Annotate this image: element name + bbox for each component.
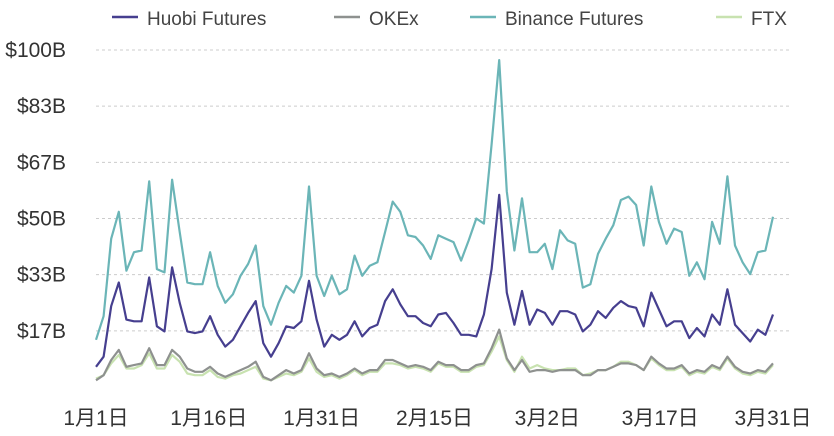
legend-item: FTX (716, 9, 787, 30)
y-tick-label: $83B (17, 95, 66, 118)
y-axis: $17B $33B $50B $67B $83B $100B (5, 39, 66, 343)
legend-label: FTX (751, 9, 787, 30)
x-tick-label: 1月31日 (283, 407, 360, 430)
x-tick-label: 2月15日 (396, 407, 473, 430)
legend-label: OKEx (369, 9, 419, 30)
y-tick-label: $33B (17, 264, 66, 287)
series-line-okex (95, 328, 774, 382)
x-tick-label: 3月31日 (734, 407, 811, 430)
y-tick-label: $67B (17, 151, 66, 174)
series-line-binance-futures (94, 58, 775, 341)
legend-label: Binance Futures (505, 9, 643, 30)
y-tick-label: $17B (17, 320, 66, 343)
legend-label: Huobi Futures (147, 9, 266, 30)
series-line-ftx (95, 335, 774, 382)
x-tick-label: 3月2日 (515, 407, 580, 430)
x-tick-label: 3月17日 (622, 407, 699, 430)
y-tick-label: $100B (5, 39, 66, 62)
x-tick-label: 1月1日 (63, 407, 128, 430)
legend: Huobi Futures OKEx Binance Futures FTX (112, 9, 787, 30)
y-tick-label: $50B (17, 208, 66, 231)
legend-item: Huobi Futures (112, 9, 266, 30)
gridlines (96, 49, 790, 332)
series-line-huobi-futures (95, 193, 775, 368)
legend-item: Binance Futures (470, 9, 643, 30)
x-axis: 1月1日 1月16日 1月31日 2月15日 3月2日 3月17日 3月31日 (63, 407, 811, 430)
plot-lines (94, 58, 775, 382)
legend-item: OKEx (334, 9, 419, 30)
x-tick-label: 1月16日 (170, 407, 247, 430)
